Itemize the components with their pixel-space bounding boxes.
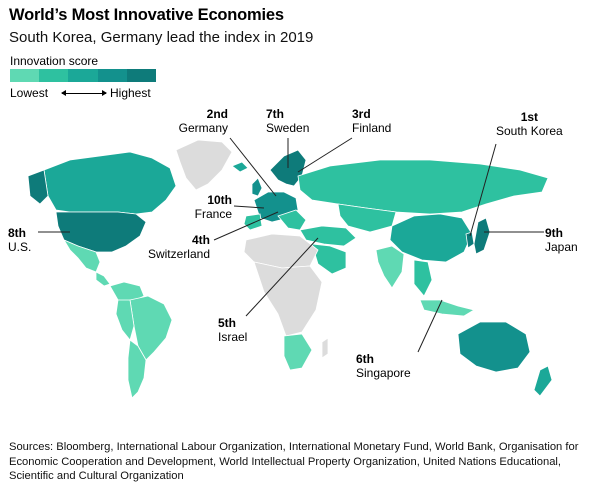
india [375, 245, 405, 289]
label-finland: 3rd Finland [352, 107, 391, 135]
label-israel: 5th Israel [218, 316, 247, 344]
central-asia [337, 203, 397, 233]
country-sweden: Sweden [266, 121, 310, 135]
country-france: France [194, 207, 232, 221]
rank-switzerland: 4th [192, 233, 210, 247]
label-switzerland: 4th Switzerland [130, 233, 210, 261]
country-singapore: Singapore [356, 366, 411, 380]
peru-bolivia [115, 299, 135, 341]
rank-germany: 2nd [206, 107, 228, 121]
brazil [129, 295, 173, 361]
leader-singapore [417, 299, 443, 353]
japan [473, 217, 491, 255]
middle-east [311, 243, 347, 275]
central-america [95, 271, 111, 287]
leader-france [233, 205, 265, 209]
rank-sweden: 7th [266, 107, 284, 121]
country-japan: Japan [545, 240, 578, 254]
new-zealand [533, 365, 553, 397]
legend-swatch-3 [68, 69, 98, 82]
label-japan: 9th Japan [545, 226, 578, 254]
chart-title: World’s Most Innovative Economies [9, 6, 284, 24]
legend-title: Innovation score [10, 54, 99, 68]
label-us: 8th U.S. [8, 226, 31, 254]
legend-high-label: Highest [110, 86, 151, 100]
sources-note: Sources: Bloomberg, International Labour… [9, 441, 579, 482]
iberia [243, 213, 263, 231]
leader-germany [229, 137, 277, 197]
southern-africa [283, 333, 313, 371]
label-south-korea: 1st South Korea [496, 110, 563, 138]
uk [251, 177, 263, 197]
iceland [231, 161, 249, 173]
label-france: 10th France [170, 193, 232, 221]
leader-switzerland [213, 211, 279, 241]
argentina-chile [127, 339, 147, 399]
leader-israel [245, 237, 319, 317]
label-singapore: 6th Singapore [356, 352, 411, 380]
china [389, 213, 473, 263]
chart-subtitle: South Korea, Germany lead the index in 2… [9, 29, 314, 46]
legend-swatch-4 [97, 69, 127, 82]
legend-swatch-5 [126, 69, 157, 82]
leader-finland [297, 137, 353, 173]
rank-israel: 5th [218, 316, 236, 330]
rank-finland: 3rd [352, 107, 371, 121]
country-south-korea: South Korea [496, 124, 563, 138]
country-us: U.S. [8, 240, 32, 254]
legend-color-bar [10, 69, 157, 82]
legend-swatch-2 [39, 69, 69, 82]
alaska [27, 169, 49, 205]
central-africa [253, 261, 323, 337]
rank-south-korea: 1st [520, 110, 539, 124]
rank-japan: 9th [545, 226, 563, 240]
country-finland: Finland [352, 121, 392, 135]
rank-singapore: 6th [356, 352, 374, 366]
country-switzerland: Switzerland [147, 247, 210, 261]
rank-us: 8th [8, 226, 26, 240]
label-sweden: 7th Sweden [266, 107, 309, 135]
turkey-iran [299, 225, 357, 247]
leader-south-korea [469, 143, 497, 237]
leader-lines [38, 137, 544, 353]
legend-low-label: Lowest [10, 86, 49, 100]
country-israel: Israel [218, 330, 248, 344]
rank-france: 10th [207, 193, 232, 207]
madagascar [321, 337, 329, 359]
country-germany: Germany [178, 121, 228, 135]
label-germany: 2nd Germany [168, 107, 228, 135]
indonesia [419, 299, 476, 317]
greenland [175, 139, 233, 191]
australia [457, 321, 531, 373]
italy-balkans [277, 209, 307, 231]
southeast-asia [413, 259, 433, 297]
canada [43, 151, 177, 215]
legend-swatch-1 [10, 69, 40, 82]
legend-arrow [61, 90, 107, 96]
russia [297, 159, 549, 215]
